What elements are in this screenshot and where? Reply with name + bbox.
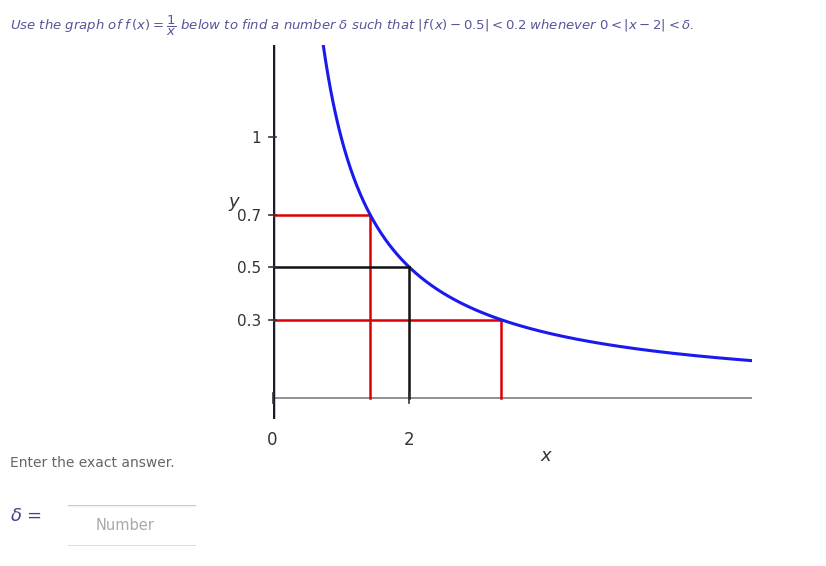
FancyBboxPatch shape — [64, 505, 200, 546]
Text: Use the graph of $f\,(x) = \dfrac{1}{x}$ below to find a number $\delta$ such th: Use the graph of $f\,(x) = \dfrac{1}{x}$… — [10, 14, 694, 38]
Text: Number: Number — [96, 518, 154, 533]
Text: x: x — [540, 447, 551, 465]
Text: Enter the exact answer.: Enter the exact answer. — [10, 456, 174, 470]
Text: $\delta$ =: $\delta$ = — [10, 507, 42, 525]
Text: y: y — [229, 193, 240, 211]
